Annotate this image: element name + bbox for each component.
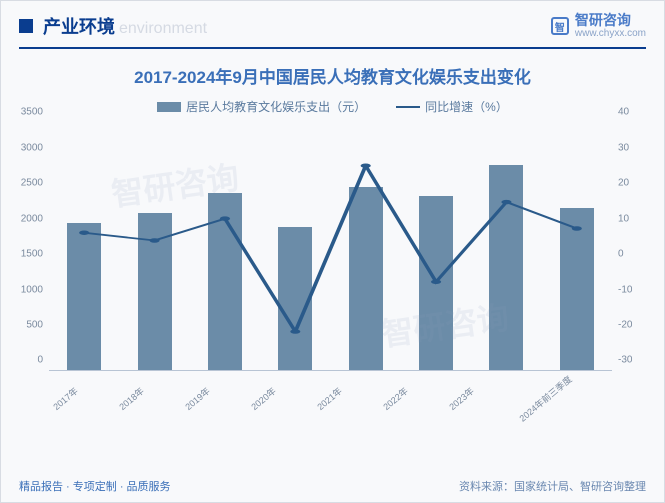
y-right-tick: 40	[618, 107, 629, 118]
line-marker	[220, 217, 230, 221]
header-divider	[19, 47, 646, 49]
legend-line-item: 同比增速（%）	[396, 98, 508, 115]
y-left-tick: 1000	[21, 284, 43, 295]
x-label: 2024年前三季度	[516, 373, 593, 447]
y-left-tick: 0	[37, 355, 43, 366]
trend-line	[84, 166, 577, 332]
line-marker	[572, 227, 582, 231]
line-marker	[290, 330, 300, 334]
y-axis-right: -30-20-10010203040	[616, 123, 648, 371]
line-marker	[361, 164, 371, 168]
chart-area: 0500100015002000250030003500 -30-20-1001…	[49, 123, 612, 413]
y-right-tick: -20	[618, 319, 632, 330]
section-label: 产业环境 environment	[19, 13, 207, 39]
brand-block: 智 智研咨询 www.chyxx.com	[551, 13, 646, 39]
line-overlay	[49, 123, 612, 370]
y-left-tick: 2000	[21, 213, 43, 224]
y-right-tick: 30	[618, 142, 629, 153]
x-axis-labels: 2017年2018年2019年2020年2021年2022年2023年2024年…	[49, 375, 612, 417]
section-cn: 产业环境	[43, 13, 115, 39]
footer-right: 资料来源：国家统计局、智研咨询整理	[459, 478, 646, 494]
y-left-tick: 500	[26, 319, 43, 330]
y-right-tick: 20	[618, 178, 629, 189]
footer: 精品报告 · 专项定制 · 品质服务 资料来源：国家统计局、智研咨询整理	[19, 478, 646, 494]
brand-name: 智研咨询	[575, 13, 631, 28]
y-left-tick: 2500	[21, 178, 43, 189]
blue-marker-icon	[19, 19, 33, 33]
chart-title: 2017-2024年9月中国居民人均教育文化娱乐支出变化	[1, 63, 664, 88]
x-label: 2023年	[446, 385, 495, 436]
line-marker	[431, 280, 441, 284]
brand-icon: 智	[551, 17, 569, 35]
legend-bar-item: 居民人均教育文化娱乐支出（元）	[157, 98, 366, 115]
legend-line-swatch	[396, 106, 420, 108]
y-right-tick: 10	[618, 213, 629, 224]
legend-bar-swatch	[157, 102, 181, 112]
footer-left: 精品报告 · 专项定制 · 品质服务	[19, 478, 171, 494]
x-label: 2020年	[248, 385, 297, 436]
header: 产业环境 environment 智 智研咨询 www.chyxx.com	[1, 1, 664, 47]
legend-line-label: 同比增速（%）	[425, 98, 508, 115]
line-marker	[501, 200, 511, 204]
x-label: 2021年	[314, 385, 363, 436]
x-label: 2022年	[380, 385, 429, 436]
line-marker	[149, 239, 159, 243]
y-right-tick: -10	[618, 284, 632, 295]
brand-url: www.chyxx.com	[575, 28, 646, 39]
y-left-tick: 3000	[21, 142, 43, 153]
x-label: 2018年	[116, 385, 165, 436]
y-left-tick: 3500	[21, 107, 43, 118]
x-label: 2017年	[50, 385, 99, 436]
y-right-tick: -30	[618, 355, 632, 366]
chart-legend: 居民人均教育文化娱乐支出（元） 同比增速（%）	[1, 98, 664, 115]
x-label: 2019年	[182, 385, 231, 436]
y-right-tick: 0	[618, 249, 624, 260]
line-marker	[79, 231, 89, 235]
plot-area	[49, 123, 612, 371]
section-en: environment	[119, 20, 207, 38]
y-left-tick: 1500	[21, 249, 43, 260]
y-axis-left: 0500100015002000250030003500	[9, 123, 45, 371]
legend-bar-label: 居民人均教育文化娱乐支出（元）	[186, 98, 366, 115]
